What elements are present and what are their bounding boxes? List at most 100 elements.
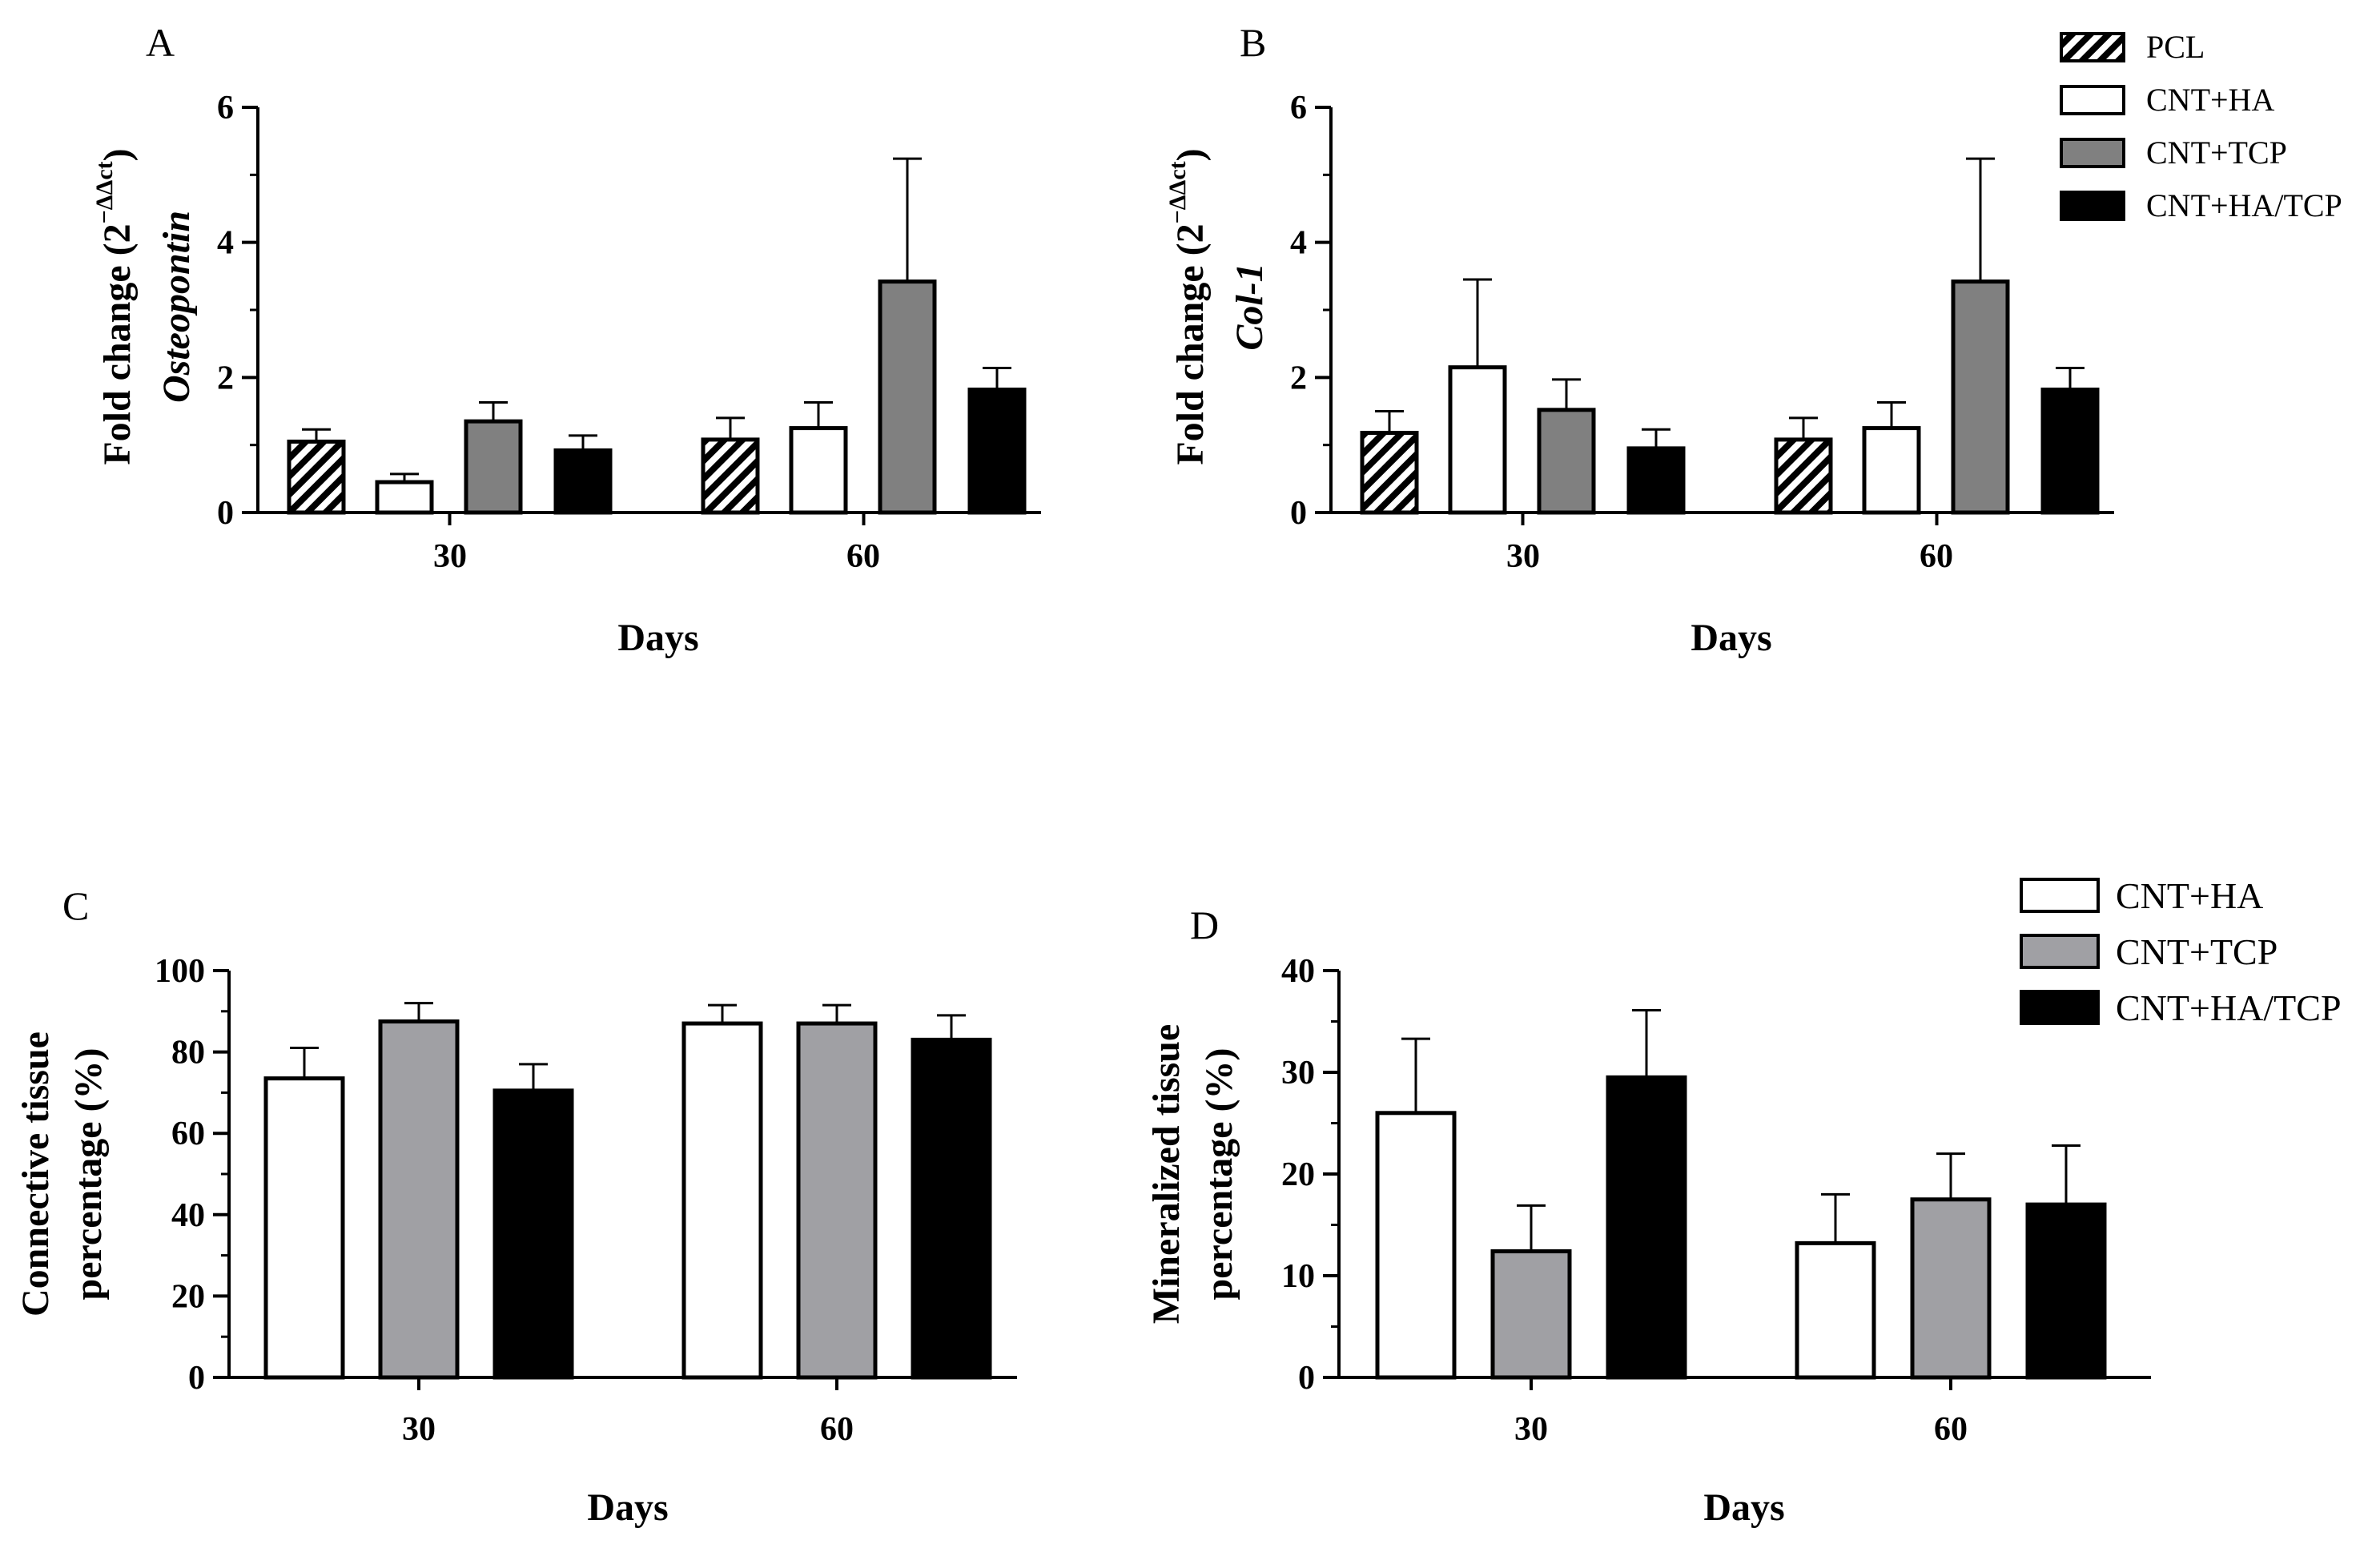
legend-bottom-label-cnt-ha-tcp: CNT+HA/TCP <box>2116 987 2342 1028</box>
panel-b-xtick-60: 60 <box>1920 538 1953 575</box>
panel-b-bar-pcl-30 <box>1360 430 1419 515</box>
panel-d-ytick-label-20: 20 <box>1281 1156 1315 1193</box>
panel-a-bars <box>287 157 1027 515</box>
panel-d-chart: D 0 10 20 30 40 30 60 Days Mineralized tissu… <box>1145 903 2151 1529</box>
panel-a-ytick-label-2: 2 <box>217 360 234 396</box>
panel-c-ytick-label-80: 80 <box>171 1035 205 1072</box>
panel-b-ytick-label-0: 0 <box>1290 495 1307 532</box>
panel-a-chart: A 0 2 4 6 30 60 Days Fold change (2−ΔΔct) O… <box>91 20 1041 659</box>
panel-c-bar-cnt-tcp-60 <box>796 1021 878 1380</box>
panel-a-xtick-30: 30 <box>433 538 467 575</box>
panel-d-ylabel-line1: Mineralized tissue <box>1145 1024 1188 1325</box>
legend-top-swatch-cnt-ha-tcp <box>2060 191 2125 221</box>
panel-b-ylabel-line1: Fold change (2−ΔΔct) <box>1164 148 1212 464</box>
panel-a-xlabel: Days <box>617 617 698 659</box>
panel-a-bar-pcl-30 <box>287 439 346 515</box>
panel-c-letter: C <box>62 883 89 928</box>
panel-c-xtick-60: 60 <box>820 1411 854 1448</box>
panel-b-bars <box>1360 157 2100 515</box>
panel-c-bar-cnt-ha-tcp-60 <box>911 1037 992 1380</box>
panel-d-xlabel: Days <box>1703 1486 1784 1529</box>
legend-top-swatch-cnt-tcp <box>2060 138 2125 168</box>
legend-top-swatch-pcl <box>2060 32 2125 62</box>
panel-c-bar-cnt-ha-tcp-30 <box>492 1088 574 1380</box>
panel-c-ytick-label-60: 60 <box>171 1116 205 1152</box>
legend-top: PCL CNT+HA CNT+TCP CNT+HA/TCP <box>2060 29 2342 223</box>
panel-d-bar-cnt-tcp-30 <box>1490 1249 1572 1380</box>
panel-c-chart: C 0 20 40 60 80 100 30 60 Days Connective tis… <box>14 883 1017 1529</box>
panel-b-bar-pcl-60 <box>1774 437 1833 515</box>
panel-c-axes <box>227 971 1017 1390</box>
panel-c-xtick-30: 30 <box>402 1411 436 1448</box>
panel-d-bars <box>1375 1009 2107 1380</box>
legend-bottom: CNT+HA CNT+TCP CNT+HA/TCP <box>2020 875 2342 1028</box>
panel-a-bar-cnt-ha-tcp-30 <box>553 448 613 515</box>
panel-c-ytick-label-0: 0 <box>188 1360 205 1397</box>
panel-a-ylabel-line2: Osteopontin <box>155 211 198 403</box>
legend-bottom-swatch-cnt-tcp <box>2020 934 2100 969</box>
panel-d-ylabel-line2: percentage (%) <box>1198 1048 1240 1301</box>
legend-top-label-pcl: PCL <box>2146 29 2205 65</box>
panel-c-ytick-label-100: 100 <box>155 953 205 990</box>
panel-c-bar-cnt-ha-60 <box>681 1021 763 1380</box>
panel-d-bar-cnt-ha-tcp-30 <box>1606 1075 1687 1380</box>
panel-c-ytick-label-20: 20 <box>171 1278 205 1315</box>
legend-top-swatch-cnt-ha <box>2060 85 2125 115</box>
panel-c-bars <box>263 1002 992 1380</box>
panel-a-ytick-label-0: 0 <box>217 495 234 532</box>
panel-b-bar-cnt-tcp-60 <box>1951 279 2010 515</box>
panel-b-xlabel: Days <box>1691 617 1771 659</box>
panel-a-letter: A <box>146 20 175 65</box>
panel-b-letter: B <box>1240 20 1266 65</box>
panel-b-bar-cnt-ha-60 <box>1862 426 1921 515</box>
panel-d-letter: D <box>1190 903 1219 947</box>
panel-a-ylabel-line1: Fold change (2−ΔΔct) <box>91 148 139 464</box>
panel-b-bar-cnt-ha-30 <box>1448 365 1507 515</box>
legend-bottom-label-cnt-ha: CNT+HA <box>2116 875 2263 916</box>
panel-b-ytick-label-4: 4 <box>1290 225 1307 262</box>
panel-d-bar-cnt-ha-30 <box>1375 1111 1457 1380</box>
panel-a-ytick-label-6: 6 <box>217 90 234 127</box>
panel-b-bar-cnt-ha-tcp-60 <box>2040 388 2100 515</box>
panel-c-yticks: 0 20 40 60 80 100 <box>155 953 229 1397</box>
panel-a-bar-cnt-tcp-30 <box>464 419 523 515</box>
panel-d-ytick-label-0: 0 <box>1298 1360 1315 1397</box>
panel-a-xtick-60: 60 <box>846 538 880 575</box>
panel-a-ytick-label-4: 4 <box>217 225 234 262</box>
panel-a-bar-pcl-60 <box>701 437 760 515</box>
panel-a-yticks: 0 2 4 6 <box>217 90 258 532</box>
panel-d-bar-cnt-ha-tcp-60 <box>2025 1202 2107 1380</box>
legend-top-label-cnt-tcp: CNT+TCP <box>2146 135 2287 171</box>
panel-a-bar-cnt-ha-tcp-60 <box>967 388 1027 515</box>
legend-bottom-label-cnt-tcp: CNT+TCP <box>2116 931 2277 972</box>
panel-a-bar-cnt-ha-60 <box>789 426 848 515</box>
panel-a-bar-cnt-ha-30 <box>375 480 434 515</box>
panel-b-bar-cnt-tcp-30 <box>1537 408 1596 515</box>
panel-b-bar-cnt-ha-tcp-30 <box>1626 446 1686 515</box>
panel-d-bar-cnt-ha-60 <box>1795 1240 1876 1380</box>
legend-top-label-cnt-ha: CNT+HA <box>2146 82 2274 118</box>
panel-b-ytick-label-6: 6 <box>1290 90 1307 127</box>
panel-b-xtick-30: 30 <box>1506 538 1540 575</box>
panel-b-chart: B 0 2 4 6 30 60 Days Fold change (2−ΔΔct) C… <box>1164 20 2114 659</box>
panel-c-ylabel-line2: percentage (%) <box>67 1048 110 1301</box>
panel-d-xtick-60: 60 <box>1934 1411 1968 1448</box>
panel-b-ytick-label-2: 2 <box>1290 360 1307 396</box>
panel-c-ylabel-line1: Connective tissue <box>14 1031 57 1317</box>
panel-d-bar-cnt-tcp-60 <box>1910 1197 1992 1380</box>
panel-c-ytick-label-40: 40 <box>171 1197 205 1234</box>
panel-a-bar-cnt-tcp-60 <box>878 279 937 515</box>
panel-d-xtick-30: 30 <box>1514 1411 1548 1448</box>
panel-c-bar-cnt-tcp-30 <box>378 1019 460 1380</box>
panel-d-ytick-label-30: 30 <box>1281 1055 1315 1092</box>
panel-d-ytick-label-10: 10 <box>1281 1258 1315 1295</box>
panel-b-yticks: 0 2 4 6 <box>1290 90 1331 532</box>
panel-c-bar-cnt-ha-30 <box>263 1076 345 1380</box>
panel-d-ytick-label-40: 40 <box>1281 953 1315 990</box>
legend-bottom-swatch-cnt-ha-tcp <box>2020 990 2100 1025</box>
legend-top-label-cnt-ha-tcp: CNT+HA/TCP <box>2146 187 2342 223</box>
panel-b-ylabel-line2: Col-1 <box>1228 263 1271 350</box>
panel-c-xlabel: Days <box>587 1486 668 1529</box>
panel-d-yticks: 0 10 20 30 40 <box>1281 953 1339 1397</box>
